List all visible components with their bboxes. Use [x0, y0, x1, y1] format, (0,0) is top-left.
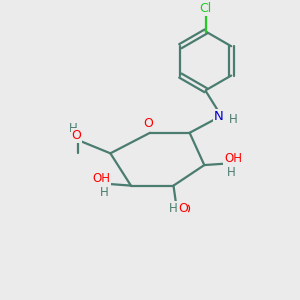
- Text: OH: OH: [224, 152, 242, 165]
- Text: H: H: [229, 113, 238, 126]
- Text: H: H: [227, 166, 236, 179]
- Text: H: H: [100, 187, 109, 200]
- Text: H: H: [69, 122, 78, 136]
- Text: O: O: [178, 202, 188, 215]
- Text: N: N: [214, 110, 224, 123]
- Text: H: H: [169, 202, 178, 215]
- Text: H·O: H·O: [170, 203, 192, 217]
- Text: O: O: [72, 129, 82, 142]
- Text: Cl: Cl: [200, 2, 212, 15]
- Text: OH: OH: [93, 172, 111, 185]
- Text: O: O: [144, 118, 154, 130]
